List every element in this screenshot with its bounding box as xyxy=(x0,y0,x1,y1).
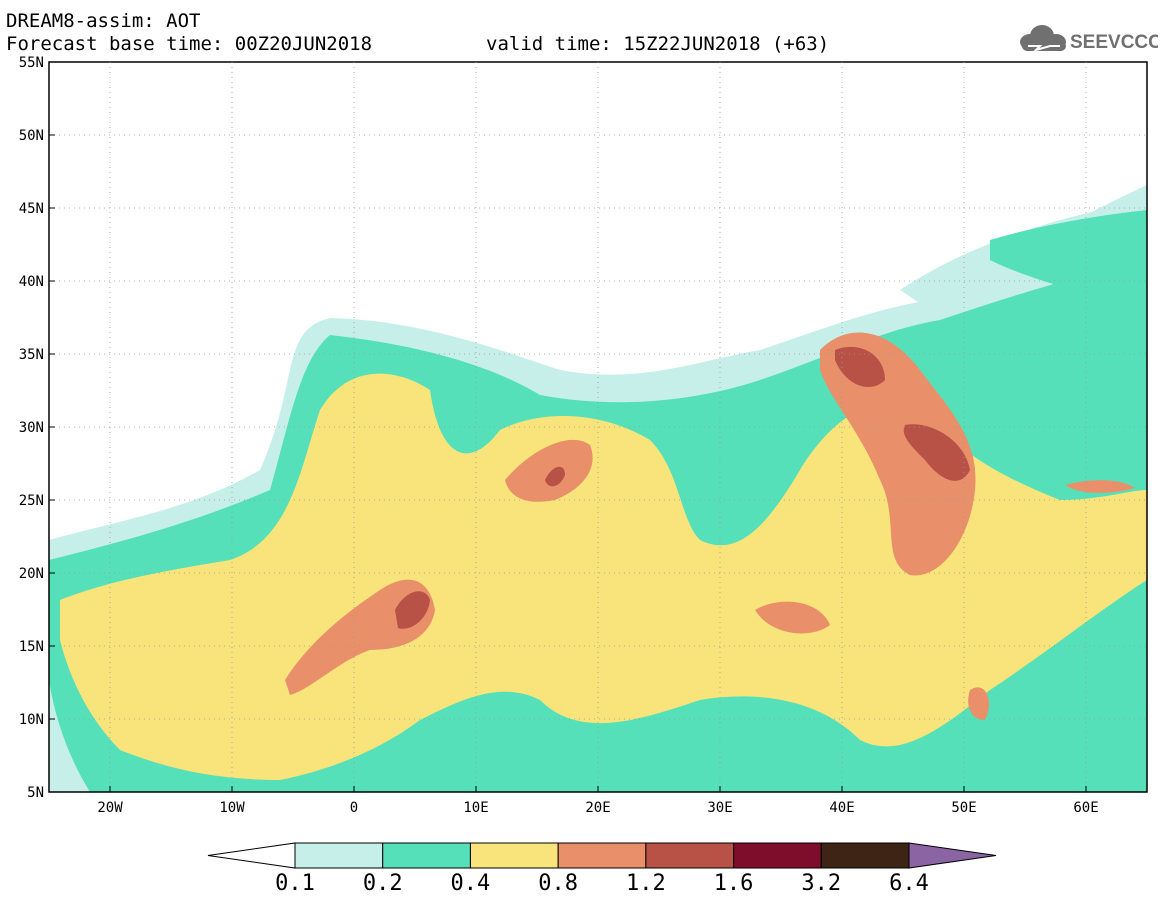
lat-tick-label: 40N xyxy=(19,274,44,290)
lon-tick-label: 30E xyxy=(707,800,732,816)
colorbar-label: 3.2 xyxy=(801,871,841,896)
aot-level-1.2 xyxy=(395,346,970,629)
lat-tick-label: 25N xyxy=(19,493,44,509)
colorbar-label: 1.6 xyxy=(714,871,754,896)
lon-tick-label: 20W xyxy=(97,800,123,816)
colorbar-swatch xyxy=(557,842,647,869)
aot-field xyxy=(49,185,1147,792)
aot-level-0.4 xyxy=(60,373,1147,780)
colorbar-swatch xyxy=(733,842,822,869)
latitude-axis: 55N 50N 45N 40N 35N 30N 25N 20N 15N 10N 5N xyxy=(19,55,55,801)
lon-tick-label: 0 xyxy=(350,800,358,816)
graticule xyxy=(49,62,1147,792)
lon-tick-label: 20E xyxy=(585,800,610,816)
logo-text: SEEVCCC xyxy=(1070,32,1158,53)
lat-tick-label: 55N xyxy=(19,55,44,71)
lat-tick-label: 30N xyxy=(19,420,44,436)
map-title: DREAM8-assim: AOT xyxy=(6,10,201,32)
cloud-icon xyxy=(1020,25,1066,53)
colorbar: 0.1 0.2 0.4 0.8 1.2 1.6 3.2 6.4 xyxy=(207,842,997,896)
colorbar-label: 6.4 xyxy=(889,871,929,896)
forecast-base-time: Forecast base time: 00Z20JUN2018 xyxy=(6,33,373,55)
lat-tick-label: 45N xyxy=(19,201,44,217)
lat-tick-label: 35N xyxy=(19,347,44,363)
lon-tick-label: 40E xyxy=(829,800,854,816)
colorbar-label: 0.1 xyxy=(275,871,315,896)
longitude-axis: 20W 10W 0 10E 20E 30E 40E 50E 60E xyxy=(97,786,1099,816)
valid-time: valid time: 15Z22JUN2018 (+63) xyxy=(486,33,830,55)
lat-tick-label: 5N xyxy=(27,785,44,801)
seevccc-logo: SEEVCCC xyxy=(1016,22,1162,58)
lon-tick-label: 10E xyxy=(463,800,488,816)
lat-tick-label: 15N xyxy=(19,639,44,655)
colorbar-swatch xyxy=(820,842,910,869)
colorbar-high-arrow xyxy=(908,842,997,869)
colorbar-label: 0.2 xyxy=(363,871,403,896)
lat-tick-label: 20N xyxy=(19,566,44,582)
lon-tick-label: 50E xyxy=(951,800,976,816)
colorbar-swatch xyxy=(645,842,735,869)
lat-tick-label: 50N xyxy=(19,128,44,144)
lat-tick-label: 10N xyxy=(19,712,44,728)
colorbar-label: 1.2 xyxy=(626,871,666,896)
lon-tick-label: 10W xyxy=(219,800,245,816)
colorbar-label: 0.8 xyxy=(538,871,578,896)
colorbar-label: 0.4 xyxy=(451,871,491,896)
lon-tick-label: 60E xyxy=(1073,800,1098,816)
colorbar-low-arrow xyxy=(207,842,296,869)
colorbar-swatch xyxy=(382,842,471,869)
colorbar-swatch xyxy=(294,842,384,869)
colorbar-swatch xyxy=(469,842,559,869)
